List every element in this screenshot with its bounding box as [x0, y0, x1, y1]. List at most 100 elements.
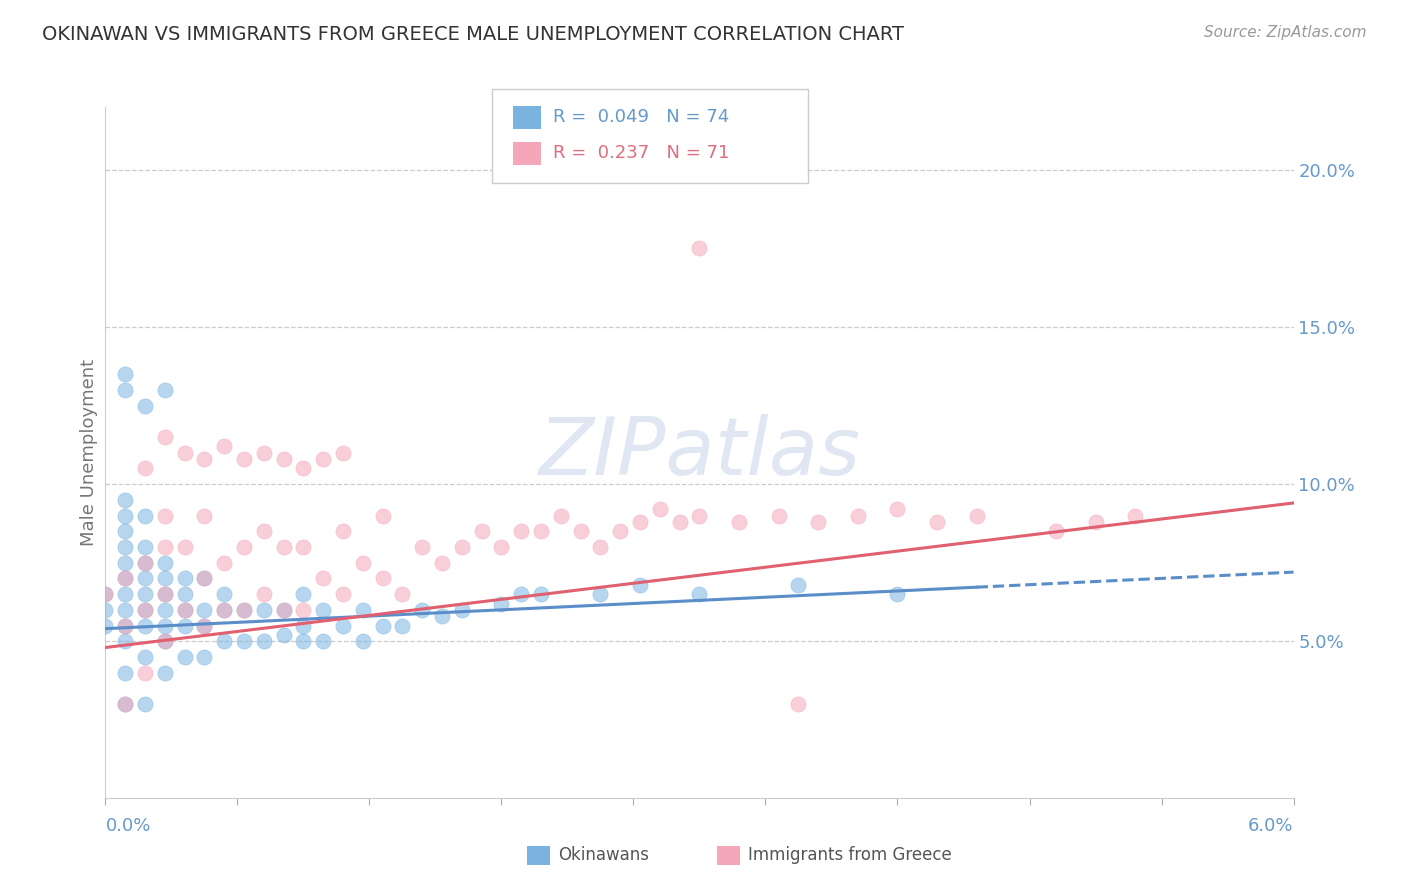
Point: [628, 515, 651, 529]
Point: [352, 556, 374, 570]
Point: [173, 618, 195, 632]
Point: [273, 628, 295, 642]
Point: [134, 399, 156, 413]
Text: R =  0.049   N = 74: R = 0.049 N = 74: [553, 108, 728, 126]
Point: [450, 540, 472, 554]
Point: [846, 508, 869, 523]
Point: [491, 540, 513, 554]
Point: [312, 634, 335, 648]
Point: [233, 452, 256, 467]
Point: [292, 461, 315, 475]
Point: [292, 618, 315, 632]
Point: [253, 587, 276, 601]
Point: [153, 603, 176, 617]
Point: [530, 524, 553, 539]
Point: [768, 508, 790, 523]
Point: [312, 571, 335, 585]
Point: [273, 540, 295, 554]
Point: [450, 603, 472, 617]
Point: [153, 587, 176, 601]
Point: [114, 383, 136, 397]
Point: [371, 618, 394, 632]
Point: [153, 571, 176, 585]
Point: [273, 603, 295, 617]
Point: [114, 556, 136, 570]
Text: OKINAWAN VS IMMIGRANTS FROM GREECE MALE UNEMPLOYMENT CORRELATION CHART: OKINAWAN VS IMMIGRANTS FROM GREECE MALE …: [42, 25, 904, 44]
Point: [668, 515, 690, 529]
Text: ZIPatlas: ZIPatlas: [538, 414, 860, 491]
Point: [628, 577, 651, 591]
Point: [530, 587, 553, 601]
Point: [589, 587, 612, 601]
Point: [173, 587, 195, 601]
Text: R =  0.237   N = 71: R = 0.237 N = 71: [553, 144, 728, 161]
Point: [886, 502, 908, 516]
Point: [134, 571, 156, 585]
Point: [153, 383, 176, 397]
Point: [430, 556, 453, 570]
Point: [153, 634, 176, 648]
Point: [689, 587, 711, 601]
Point: [114, 697, 136, 711]
Point: [134, 603, 156, 617]
Point: [569, 524, 592, 539]
Point: [114, 508, 136, 523]
Point: [292, 540, 315, 554]
Point: [332, 445, 354, 460]
Point: [214, 556, 236, 570]
Text: Source: ZipAtlas.com: Source: ZipAtlas.com: [1204, 25, 1367, 40]
Point: [609, 524, 631, 539]
Point: [471, 524, 494, 539]
Point: [114, 492, 136, 507]
Point: [273, 452, 295, 467]
Point: [371, 508, 394, 523]
Point: [689, 242, 711, 256]
Point: [352, 603, 374, 617]
Point: [114, 540, 136, 554]
Point: [214, 603, 236, 617]
Point: [114, 603, 136, 617]
Point: [114, 697, 136, 711]
Point: [689, 508, 711, 523]
Point: [173, 649, 195, 664]
Point: [193, 618, 215, 632]
Point: [134, 461, 156, 475]
Point: [332, 524, 354, 539]
Point: [292, 634, 315, 648]
Point: [153, 508, 176, 523]
Point: [193, 571, 215, 585]
Point: [430, 609, 453, 624]
Point: [648, 502, 671, 516]
Point: [134, 540, 156, 554]
Point: [114, 634, 136, 648]
Point: [134, 556, 156, 570]
Point: [510, 524, 533, 539]
Point: [94, 587, 117, 601]
Text: Immigrants from Greece: Immigrants from Greece: [748, 847, 952, 864]
Point: [193, 618, 215, 632]
Point: [114, 618, 136, 632]
Point: [550, 508, 572, 523]
Point: [134, 697, 156, 711]
Point: [391, 618, 413, 632]
Point: [332, 618, 354, 632]
Point: [233, 603, 256, 617]
Point: [1045, 524, 1067, 539]
Point: [193, 571, 215, 585]
Point: [807, 515, 830, 529]
Point: [193, 452, 215, 467]
Point: [134, 603, 156, 617]
Point: [411, 540, 433, 554]
Point: [510, 587, 533, 601]
Point: [173, 445, 195, 460]
Point: [411, 603, 433, 617]
Point: [491, 597, 513, 611]
Point: [233, 603, 256, 617]
Point: [153, 540, 176, 554]
Point: [233, 540, 256, 554]
Point: [1123, 508, 1146, 523]
Point: [292, 603, 315, 617]
Point: [193, 508, 215, 523]
Point: [114, 665, 136, 680]
Text: Okinawans: Okinawans: [558, 847, 650, 864]
